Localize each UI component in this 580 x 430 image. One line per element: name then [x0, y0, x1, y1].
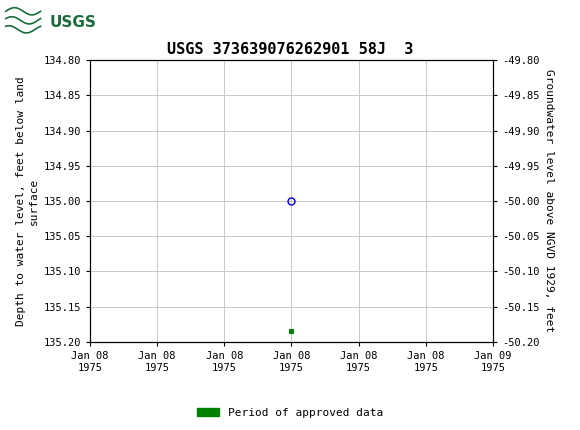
Y-axis label: Groundwater level above NGVD 1929, feet: Groundwater level above NGVD 1929, feet [543, 69, 554, 333]
Y-axis label: Depth to water level, feet below land
surface: Depth to water level, feet below land su… [16, 76, 39, 326]
Legend: Period of approved data: Period of approved data [193, 403, 387, 422]
Text: USGS 373639076262901 58J  3: USGS 373639076262901 58J 3 [167, 42, 413, 57]
Text: USGS: USGS [49, 15, 96, 30]
Bar [3, 3, 96, 42]
